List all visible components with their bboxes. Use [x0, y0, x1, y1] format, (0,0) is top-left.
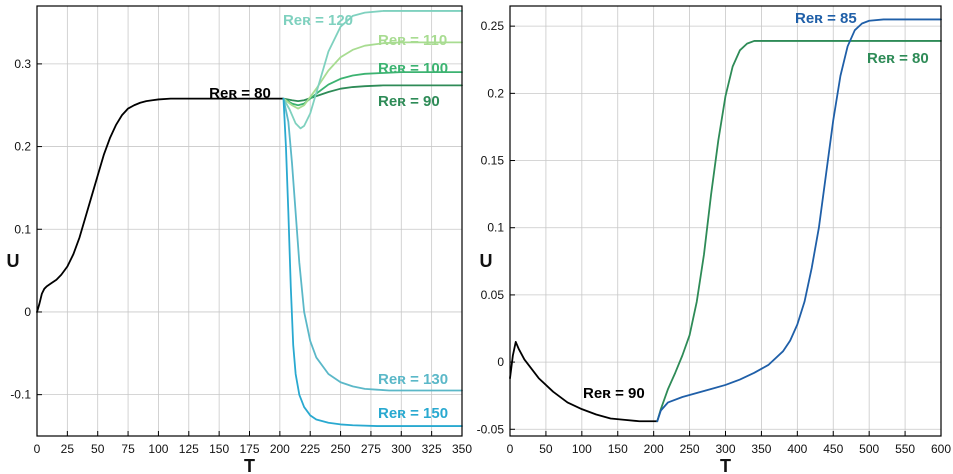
x-tick-label: 100 [572, 442, 592, 456]
x-tick-label: 200 [644, 442, 664, 456]
series-label: Reʀ = 130 [378, 371, 448, 388]
x-tick-label: 350 [452, 442, 472, 456]
x-tick-label: 250 [680, 442, 700, 456]
y-tick-label: 0.25 [481, 19, 505, 33]
y-tick-label: 0.2 [487, 86, 504, 100]
x-tick-label: 225 [300, 442, 320, 456]
y-axis-label: U [480, 251, 493, 271]
x-tick-label: 50 [539, 442, 553, 456]
series-label: Reʀ = 85 [795, 10, 857, 27]
series-line-6 [282, 97, 463, 427]
x-tick-label: 125 [179, 442, 199, 456]
x-tick-label: 150 [608, 442, 628, 456]
x-tick-label: 300 [715, 442, 735, 456]
right-panel: 0 50 100 150 200 250 300 350 400 450 500 550 600 -0.0… [477, 5, 951, 474]
x-tick-label: 250 [331, 442, 351, 456]
x-tick-label: 25 [61, 442, 75, 456]
y-tick-label: 0.3 [14, 57, 31, 71]
x-tick-label: 275 [361, 442, 381, 456]
x-tick-label: 550 [895, 442, 915, 456]
x-tick-label: 350 [751, 442, 771, 456]
series-line-1 [656, 40, 942, 423]
series-line-3 [282, 41, 463, 110]
y-tick-label: 0 [24, 305, 31, 319]
series-line-0 [509, 341, 659, 423]
y-tick-label: -0.1 [10, 388, 31, 402]
x-axis-label: T [720, 456, 731, 474]
x-tick-label: 150 [209, 442, 229, 456]
y-tick-label: 0.05 [481, 288, 505, 302]
series-line-4 [282, 10, 463, 130]
x-tick-label: 100 [148, 442, 168, 456]
y-tick-label: 0.15 [481, 154, 505, 168]
series-label: Reʀ = 80 [209, 85, 271, 102]
x-tick-label: 75 [121, 442, 135, 456]
left-panel: 0 25 50 75 100 125 150 175 200 225 250 275 300 325 350… [7, 5, 472, 474]
x-tick-label: 50 [91, 442, 105, 456]
x-tick-label: 175 [239, 442, 259, 456]
series-line-5 [282, 97, 463, 392]
series-label: Reʀ = 110 [378, 32, 447, 49]
x-tick-label: 300 [391, 442, 411, 456]
y-tick-label: 0.1 [14, 222, 31, 236]
series-line-2 [656, 18, 942, 423]
plot-frame [509, 5, 942, 437]
x-tick-label: 0 [507, 442, 514, 456]
y-tick-label: 0 [497, 355, 504, 369]
y-tick-label: 0.1 [487, 221, 504, 235]
series-line-2 [282, 71, 463, 107]
y-tick-label: 0.2 [14, 140, 31, 154]
series-label: Reʀ = 100 [378, 60, 448, 77]
x-tick-label: 325 [422, 442, 442, 456]
x-tick-label: 200 [270, 442, 290, 456]
x-tick-label: 600 [931, 442, 951, 456]
series-label: Reʀ = 80 [867, 50, 929, 67]
series-label: Reʀ = 120 [283, 12, 353, 29]
series-label: Reʀ = 90 [378, 93, 440, 110]
x-tick-label: 450 [823, 442, 843, 456]
x-tick-label: 500 [859, 442, 879, 456]
y-tick-label: -0.05 [477, 422, 505, 436]
series-label: Reʀ = 150 [378, 405, 448, 422]
series-line-1 [282, 84, 463, 102]
y-axis-label: U [7, 251, 20, 271]
x-tick-label: 400 [787, 442, 807, 456]
series-label: Reʀ = 90 [583, 385, 645, 402]
plot-frame [36, 5, 463, 437]
x-axis-label: T [244, 456, 255, 474]
x-tick-label: 0 [34, 442, 41, 456]
series-line-0 [36, 97, 285, 313]
